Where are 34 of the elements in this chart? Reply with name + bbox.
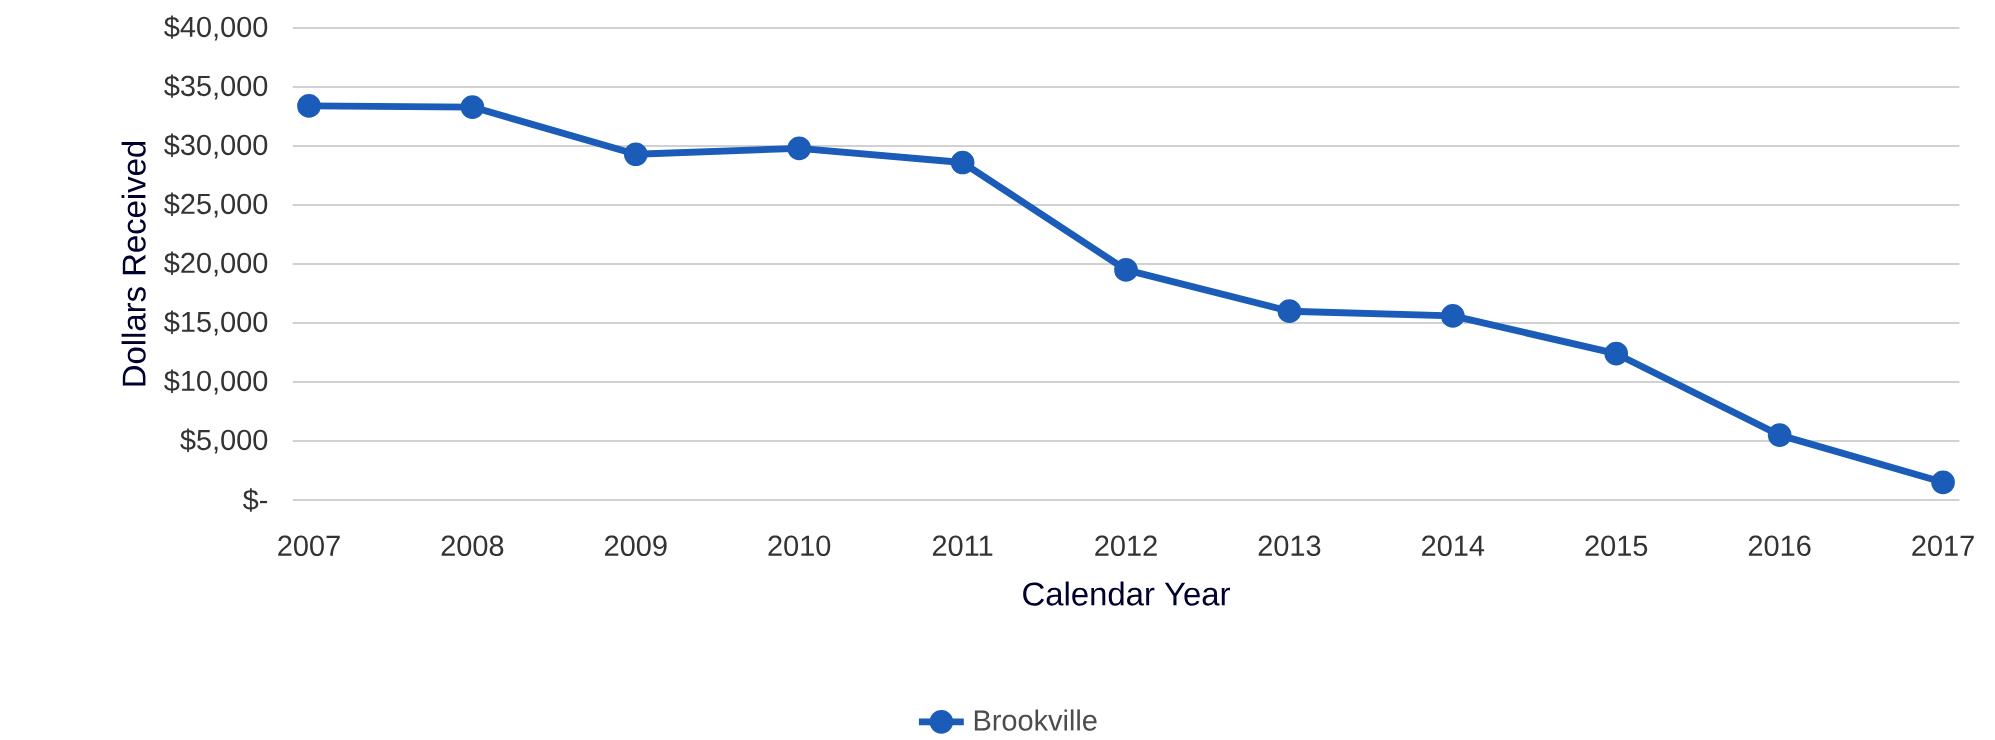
- x-tick-label: 2012: [1095, 535, 1157, 556]
- x-tick-label: 2017: [1912, 535, 1974, 556]
- point: [1604, 341, 1629, 366]
- x-tick-label: 2009: [605, 535, 667, 556]
- y-tick-label: $5,000: [180, 428, 268, 454]
- point: [1931, 470, 1955, 494]
- point: [1767, 423, 1792, 447]
- x-tick-label: 2007: [278, 535, 340, 556]
- y-tick-label: $40,000: [164, 15, 268, 41]
- legend-label: Brookville: [974, 709, 1097, 731]
- point: [1114, 257, 1138, 282]
- x-tick-label: 2013: [1258, 535, 1321, 556]
- point: [787, 136, 812, 160]
- x-tick-label: 2008: [441, 535, 504, 556]
- point: [460, 94, 485, 119]
- x-tick-label: 2011: [932, 535, 993, 556]
- point: [297, 93, 321, 118]
- y-tick-label: $35,000: [164, 74, 268, 100]
- x-tick-label: 2010: [768, 535, 831, 556]
- x-tick-label: 2016: [1748, 535, 1811, 556]
- y-tick-label: $-: [242, 488, 268, 512]
- y-tick-label: $15,000: [164, 310, 268, 336]
- y-tick-label: $30,000: [164, 133, 268, 159]
- y-tick-label: $10,000: [164, 369, 268, 395]
- x-tick-label: 2015: [1585, 535, 1648, 556]
- x-axis-title: Calendar Year: [1023, 581, 1230, 606]
- y-axis-title: Dollars Received: [121, 141, 146, 386]
- y-tick-label: $25,000: [164, 192, 268, 218]
- x-tick-label: 2014: [1422, 535, 1485, 556]
- point: [623, 142, 648, 166]
- point: [1441, 303, 1465, 328]
- point: [1277, 299, 1302, 323]
- y-tick-label: $20,000: [164, 251, 268, 277]
- point: [950, 150, 975, 175]
